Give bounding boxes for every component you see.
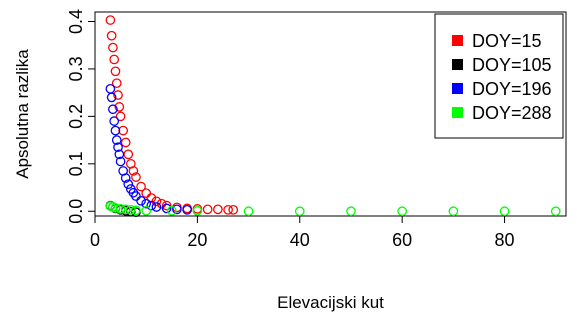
data-point-doy-15	[223, 204, 233, 215]
data-point-doy-288	[166, 205, 177, 216]
x-tick-label: 80	[495, 230, 515, 250]
data-point-doy-196	[105, 84, 116, 94]
data-point-doy-196	[108, 104, 118, 115]
legend-label: DOY=105	[472, 55, 552, 75]
data-point-doy-15	[108, 42, 118, 53]
plot-border	[94, 11, 567, 217]
y-axis-title: Apsolutna razlika	[13, 49, 32, 179]
y-tick-label: 0.4	[66, 9, 86, 34]
data-point-doy-15	[146, 193, 157, 203]
data-point-doy-15	[114, 102, 125, 112]
data-point-doy-196	[115, 156, 126, 167]
data-point-doy-15	[106, 30, 117, 41]
x-axis: 0 20 40 60 80	[90, 216, 515, 250]
x-tick-label: 60	[392, 230, 412, 250]
x-tick-label: 40	[290, 230, 310, 250]
legend: DOY=15 DOY=105 DOY=196 DOY=288	[434, 13, 564, 139]
y-tick-label: 0.3	[66, 56, 86, 81]
data-point-doy-196	[141, 198, 152, 209]
data-point-doy-288	[192, 205, 203, 216]
data-point-doy-15	[128, 166, 139, 176]
x-tick-label: 0	[90, 230, 100, 250]
data-point-doy-288	[294, 206, 305, 217]
data-point-doy-15	[110, 66, 121, 77]
legend-label: DOY=15	[472, 31, 542, 51]
data-point-doy-288	[131, 205, 141, 216]
data-point-doy-288	[141, 205, 152, 216]
legend-label: DOY=196	[472, 79, 552, 99]
data-point-doy-15	[161, 200, 172, 211]
data-point-doy-196	[172, 204, 182, 215]
data-point-doy-15	[202, 204, 213, 215]
data-point-doy-15	[111, 78, 122, 89]
data-point-doy-15	[113, 90, 123, 100]
data-point-doy-196	[113, 142, 123, 153]
data-point-doy-288	[397, 206, 408, 217]
y-axis: 0.0 0.1 0.2 0.3 0.4	[66, 9, 95, 224]
data-point-doy-196	[123, 179, 134, 190]
legend-swatch	[452, 107, 463, 118]
data-point-doy-288	[243, 206, 254, 217]
x-axis-title: Elevacijski kut	[277, 293, 384, 312]
data-point-doy-15	[120, 137, 131, 148]
data-point-doy-15	[109, 54, 120, 65]
legend-label: DOY=288	[472, 103, 552, 123]
data-point-doy-15	[131, 172, 141, 182]
y-tick-label: 0.0	[66, 199, 86, 224]
data-point-doy-196	[161, 203, 172, 214]
data-point-doy-196	[106, 92, 117, 103]
y-tick-label: 0.2	[66, 104, 86, 129]
data-point-doy-196	[182, 204, 193, 215]
data-point-doy-15	[123, 149, 134, 160]
data-point-doy-196	[109, 116, 120, 126]
y-tick-label: 0.1	[66, 151, 86, 176]
data-point-doy-288	[115, 204, 126, 214]
data-point-doy-288	[550, 206, 561, 217]
data-point-doy-15	[115, 111, 126, 122]
data-point-doy-288	[110, 203, 121, 213]
data-point-doy-15	[118, 125, 129, 136]
data-point-doy-15	[136, 181, 146, 192]
data-point-doy-15	[213, 204, 223, 215]
data-point-doy-15	[105, 15, 116, 25]
x-tick-label: 20	[187, 230, 207, 250]
data-point-doy-196	[120, 173, 131, 183]
data-point-doy-196	[114, 149, 125, 160]
legend-swatch	[452, 83, 463, 94]
data-point-doy-288	[346, 206, 356, 217]
data-points	[105, 15, 561, 218]
data-point-doy-288	[120, 204, 131, 215]
data-point-doy-15	[141, 188, 152, 199]
data-point-doy-196	[136, 195, 146, 206]
plot-area	[94, 11, 567, 217]
legend-swatch	[452, 59, 463, 70]
data-point-doy-288	[125, 204, 136, 215]
data-point-doy-15	[228, 204, 239, 215]
data-point-doy-288	[499, 206, 510, 217]
data-point-doy-196	[146, 200, 157, 211]
legend-swatch	[452, 35, 463, 46]
data-point-doy-196	[151, 202, 162, 212]
data-point-doy-196	[111, 135, 122, 145]
data-point-doy-196	[110, 125, 121, 136]
data-point-doy-288	[448, 206, 459, 217]
